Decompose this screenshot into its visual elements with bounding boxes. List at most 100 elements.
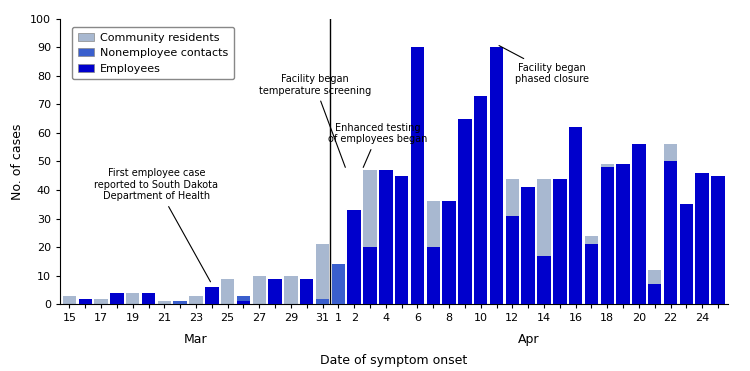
Bar: [506, 224, 519, 304]
Bar: [632, 144, 646, 304]
Bar: [664, 161, 677, 304]
Bar: [521, 213, 535, 304]
Bar: [411, 47, 424, 304]
Bar: [395, 176, 409, 304]
Bar: [585, 281, 598, 304]
Text: First employee case
reported to South Dakota
Department of Health: First employee case reported to South Da…: [94, 168, 218, 282]
Bar: [537, 178, 550, 304]
Bar: [442, 264, 456, 304]
Bar: [442, 201, 456, 304]
Text: Facility began
temperature screening: Facility began temperature screening: [259, 74, 370, 167]
Bar: [347, 281, 361, 304]
Bar: [189, 296, 202, 304]
Bar: [569, 207, 582, 304]
Bar: [695, 173, 709, 304]
X-axis label: Date of symptom onset: Date of symptom onset: [320, 354, 467, 367]
Bar: [79, 301, 92, 304]
Bar: [490, 47, 503, 304]
Bar: [221, 279, 235, 304]
Bar: [474, 96, 488, 304]
Bar: [648, 284, 662, 304]
Bar: [680, 204, 693, 304]
Bar: [601, 293, 614, 304]
Bar: [506, 178, 519, 304]
Bar: [442, 213, 456, 304]
Bar: [300, 279, 313, 304]
Text: Enhanced testing
of employees began: Enhanced testing of employees began: [328, 123, 427, 167]
Bar: [284, 276, 298, 304]
Bar: [695, 293, 709, 304]
Bar: [79, 299, 92, 304]
Bar: [553, 267, 566, 304]
Bar: [601, 164, 614, 304]
Y-axis label: No. of cases: No. of cases: [11, 123, 25, 200]
Bar: [474, 170, 488, 304]
Bar: [537, 273, 550, 304]
Bar: [664, 287, 677, 304]
Bar: [206, 287, 218, 304]
Bar: [458, 119, 472, 304]
Bar: [632, 161, 646, 304]
Bar: [695, 173, 709, 304]
Bar: [521, 187, 535, 304]
Bar: [316, 299, 329, 304]
Bar: [110, 293, 124, 304]
Bar: [553, 178, 566, 304]
Bar: [490, 158, 503, 304]
Bar: [316, 244, 329, 304]
Bar: [253, 276, 266, 304]
Bar: [458, 224, 472, 304]
Bar: [379, 270, 392, 304]
Text: Apr: Apr: [518, 333, 539, 346]
Bar: [363, 250, 376, 304]
Bar: [332, 267, 345, 304]
Bar: [490, 267, 503, 304]
Bar: [379, 170, 392, 304]
Bar: [569, 141, 582, 304]
Bar: [537, 256, 550, 304]
Bar: [648, 290, 662, 304]
Bar: [363, 247, 376, 304]
Bar: [506, 216, 519, 304]
Bar: [173, 301, 187, 304]
Bar: [585, 244, 598, 304]
Bar: [616, 164, 630, 304]
Bar: [411, 253, 424, 304]
Bar: [569, 127, 582, 304]
Bar: [237, 301, 250, 304]
Bar: [521, 190, 535, 304]
Bar: [268, 279, 282, 304]
Bar: [347, 210, 361, 304]
Bar: [300, 293, 313, 304]
Bar: [126, 293, 140, 304]
Bar: [711, 176, 724, 304]
Bar: [711, 176, 724, 304]
Bar: [347, 219, 361, 304]
Bar: [379, 173, 392, 304]
Bar: [427, 256, 440, 304]
Bar: [680, 299, 693, 304]
Bar: [94, 299, 108, 304]
Bar: [632, 293, 646, 304]
Bar: [648, 270, 662, 304]
Bar: [711, 293, 724, 304]
Bar: [268, 301, 282, 304]
Bar: [616, 167, 630, 304]
Bar: [411, 141, 424, 304]
Bar: [458, 262, 472, 304]
Bar: [206, 299, 218, 304]
Bar: [585, 236, 598, 304]
Bar: [158, 301, 171, 304]
Bar: [601, 167, 614, 304]
Bar: [616, 284, 630, 304]
Bar: [237, 296, 250, 304]
Bar: [63, 296, 76, 304]
Bar: [395, 250, 409, 304]
Bar: [474, 216, 488, 304]
Bar: [363, 170, 376, 304]
Bar: [142, 293, 155, 304]
Text: Mar: Mar: [184, 333, 208, 346]
Bar: [395, 178, 409, 304]
Bar: [332, 264, 345, 304]
Bar: [664, 144, 677, 304]
